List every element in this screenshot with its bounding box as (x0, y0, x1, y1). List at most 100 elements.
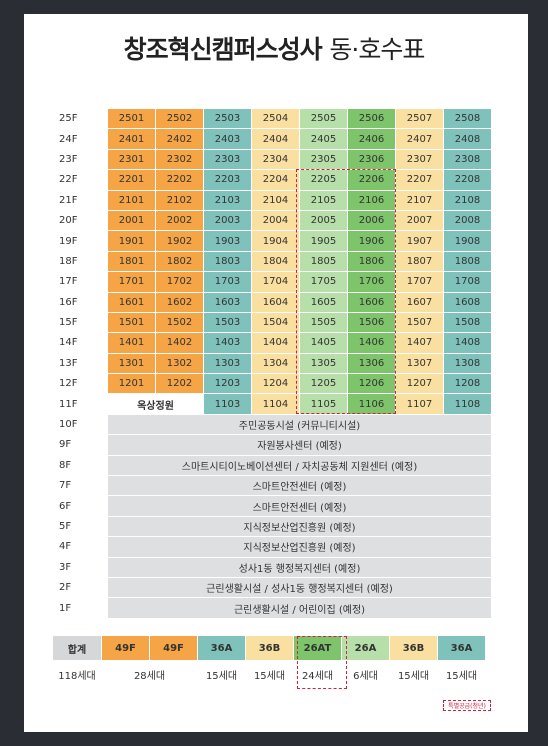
unit-cell: 2306 (348, 149, 395, 170)
legend-special-supply: 특별공급(청년) (443, 700, 491, 711)
unit-cell: 1701 (108, 272, 155, 292)
summary-value-cell: 15세대 (445, 670, 478, 682)
unit-cell: 2004 (252, 210, 299, 231)
floor-row: 19F 1901 1902 1903 1904 1905 1906 1907 1908 (53, 231, 491, 251)
unit-cell: 1105 (300, 394, 347, 414)
unit-cell: 2106 (348, 190, 395, 210)
floor-label: 7F (59, 480, 72, 492)
unit-cell: 2105 (300, 190, 347, 210)
summary-values-row: 118세대 28세대 15세대 15세대 24세대 6세대 15세대 15세대 (53, 660, 485, 688)
unit-cell: 2402 (156, 129, 203, 149)
unit-cell: 1208 (444, 374, 491, 394)
unit-cell: 2502 (156, 109, 203, 129)
summary-value-cell: 15세대 (205, 670, 238, 682)
unit-cell: 1604 (252, 292, 299, 312)
unit-cell: 2102 (156, 190, 203, 210)
unit-cell: 1706 (348, 272, 395, 292)
floor-label: 22F (59, 174, 78, 186)
unit-cell: 1608 (444, 292, 491, 312)
facility-row: 2F 근린생활시설 / 성사1동 행정복지센터 (예정) (53, 577, 491, 598)
unit-cell: 2503 (204, 109, 251, 129)
facility-row: 6F 스마트안전센터 (예정) (53, 496, 491, 516)
unit-cell: 2406 (348, 129, 395, 149)
floor-label: 2F (59, 582, 72, 594)
summary-header-cell: 49F (150, 636, 197, 660)
floor-label: 16F (59, 296, 78, 308)
unit-cell: 1705 (300, 272, 347, 292)
floor-row: 11F 옥상정원 1103 1104 1105 1106 1107 1108 (53, 394, 491, 414)
facility-cell: 근린생활시설 / 어린이집 (예정) (108, 598, 491, 618)
unit-cell: 1904 (252, 231, 299, 251)
facility-row: 4F 지식정보산업진흥원 (예정) (53, 537, 491, 557)
summary-header-cell: 36B (390, 636, 437, 660)
facility-cell: 주민공동시설 (커뮤니티시설) (108, 414, 491, 435)
floor-label: 14F (59, 337, 78, 349)
floor-label: 18F (59, 255, 78, 267)
floor-row: 20F 2001 2002 2003 2004 2005 2006 2007 2008 (53, 210, 491, 231)
unit-cell: 1801 (108, 251, 155, 272)
summary-value-cell: 118세대 (58, 670, 96, 682)
floor-label: 11F (59, 398, 78, 410)
floor-label: 23F (59, 153, 78, 165)
facility-cell: 지식정보산업진흥원 (예정) (108, 516, 491, 537)
unit-cell: 2407 (396, 129, 443, 149)
unit-cell: 2006 (348, 210, 395, 231)
floor-row: 16F 1601 1602 1603 1604 1605 1606 1607 1608 (53, 292, 491, 312)
floor-label: 1F (59, 602, 72, 614)
unit-cell: 2308 (444, 149, 491, 170)
unit-cell: 1901 (108, 231, 155, 251)
unit-cell: 1605 (300, 292, 347, 312)
unit-cell: 2304 (252, 149, 299, 170)
floor-row: 22F 2201 2202 2203 2204 2205 2206 2207 2208 (53, 170, 491, 190)
unit-cell: 1708 (444, 272, 491, 292)
unit-cell: 2303 (204, 149, 251, 170)
summary-header-cell: 26AT (294, 636, 341, 660)
summary-header-row: 합계 49F 49F 36A 36B 26AT 26A 36B 36A (53, 636, 485, 660)
unit-cell: 1408 (444, 333, 491, 353)
page-title: 창조혁신캠퍼스성사 동·호수표 (0, 30, 548, 66)
floor-label: 3F (59, 561, 72, 573)
facility-row: 9F 자원봉사센터 (예정) (53, 435, 491, 455)
summary-header-cell: 합계 (53, 636, 101, 660)
unit-cell: 2001 (108, 210, 155, 231)
facility-row: 3F 성사1동 행정복지센터 (예정) (53, 557, 491, 577)
facility-cell: 스마트안전센터 (예정) (108, 496, 491, 516)
unit-cell: 2301 (108, 149, 155, 170)
floor-row: 14F 1401 1402 1403 1404 1405 1406 1407 1408 (53, 333, 491, 353)
unit-cell: 1104 (252, 394, 299, 414)
unit-cell: 1902 (156, 231, 203, 251)
unit-cell: 1808 (444, 251, 491, 272)
unit-cell: 2108 (444, 190, 491, 210)
summary-header-cell: 49F (102, 636, 149, 660)
unit-cell: 2206 (348, 170, 395, 190)
unit-cell: 2005 (300, 210, 347, 231)
unit-cell: 1807 (396, 251, 443, 272)
unit-cell: 1403 (204, 333, 251, 353)
unit-cell: 1108 (444, 394, 491, 414)
unit-cell: 1508 (444, 312, 491, 333)
unit-cell: 1206 (348, 374, 395, 394)
unit-cell: 2107 (396, 190, 443, 210)
unit-cell: 2401 (108, 129, 155, 149)
unit-cell: 2404 (252, 129, 299, 149)
unit-cell: 1804 (252, 251, 299, 272)
facility-row: 7F 스마트안전센터 (예정) (53, 476, 491, 496)
unit-cell: 2508 (444, 109, 491, 129)
unit-cell: 1704 (252, 272, 299, 292)
summary-value-cell: 24세대 (301, 670, 334, 682)
unit-cell: 2003 (204, 210, 251, 231)
floor-row: 18F 1801 1802 1803 1804 1805 1806 1807 1808 (53, 251, 491, 272)
facility-cell: 성사1동 행정복지센터 (예정) (108, 557, 491, 577)
unit-cell: 2302 (156, 149, 203, 170)
floor-label: 19F (59, 235, 78, 247)
summary-header-cell: 26A (342, 636, 389, 660)
unit-cell: 1805 (300, 251, 347, 272)
facility-cell: 근린생활시설 / 성사1동 행정복지센터 (예정) (108, 577, 491, 598)
unit-cell: 1302 (156, 353, 203, 374)
unit-cell: 1607 (396, 292, 443, 312)
unit-cell: 1803 (204, 251, 251, 272)
floor-label: 17F (59, 276, 78, 288)
unit-cell: 1503 (204, 312, 251, 333)
unit-cell: 1303 (204, 353, 251, 374)
floor-row: 13F 1301 1302 1303 1304 1305 1306 1307 1308 (53, 353, 491, 374)
